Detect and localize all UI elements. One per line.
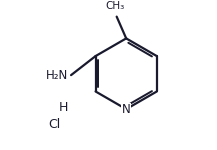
Text: CH₃: CH₃: [106, 1, 125, 11]
Text: N: N: [122, 103, 131, 116]
Text: H₂N: H₂N: [45, 69, 68, 82]
Text: H: H: [59, 101, 68, 114]
Text: Cl: Cl: [48, 118, 60, 131]
